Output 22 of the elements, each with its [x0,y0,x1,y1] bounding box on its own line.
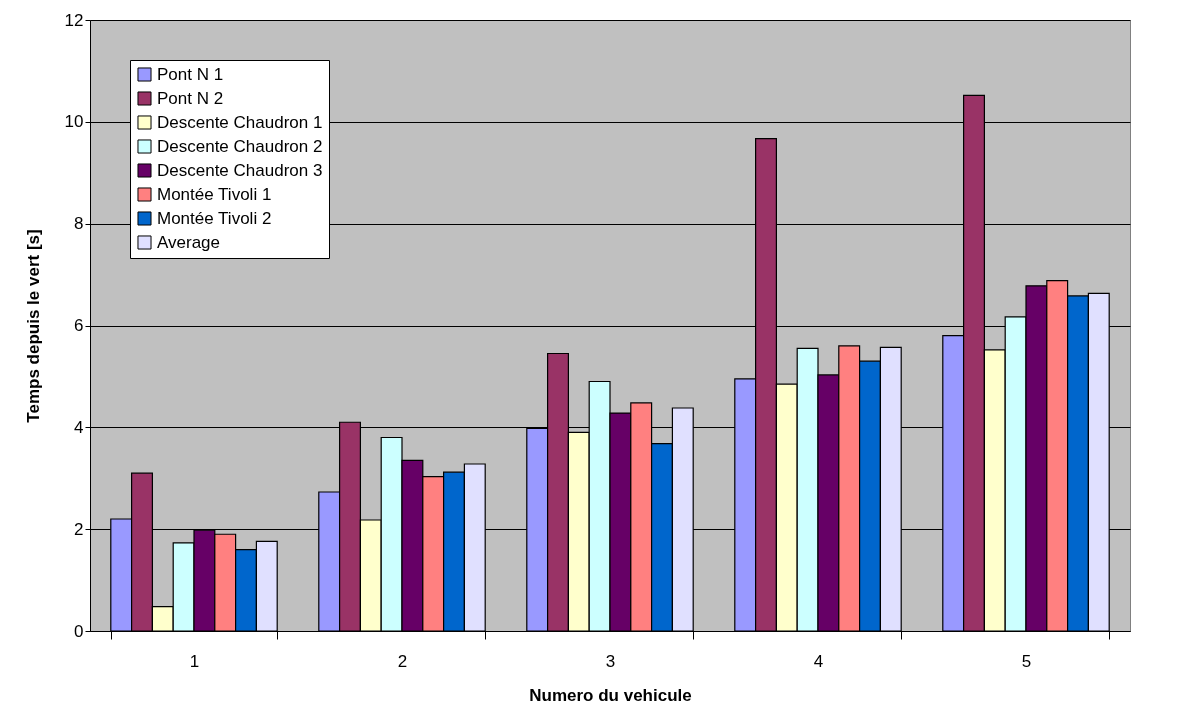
legend-label: Descente Chaudron 3 [157,160,323,180]
y-tick-label: 8 [74,214,84,234]
legend-label: Pont N 1 [157,64,224,84]
x-tick-label: 5 [1021,651,1032,671]
y-tick-label: 4 [74,417,84,437]
x-tick-label: 1 [189,651,200,671]
x-axis-title: Numero du vehicule [529,685,692,705]
y-tick-label: 10 [64,112,84,132]
legend-label: Pont N 2 [157,88,224,108]
x-tick-label: 2 [397,651,408,671]
legend-label: Average [157,232,221,252]
y-tick-label: 0 [74,621,84,641]
y-tick-label: 12 [64,10,84,30]
legend-label: Descente Chaudron 1 [157,112,323,132]
legend-label: Montée Tivoli 2 [157,208,272,228]
x-tick-label: 3 [605,651,616,671]
y-axis-title: Temps depuis le vert [s] [23,229,43,423]
x-tick-label: 4 [813,651,824,671]
y-tick-label: 6 [74,316,84,335]
legend-label: Descente Chaudron 2 [157,136,323,156]
y-tick-label: 2 [74,519,84,539]
legend-label: Montée Tivoli 1 [157,184,272,204]
